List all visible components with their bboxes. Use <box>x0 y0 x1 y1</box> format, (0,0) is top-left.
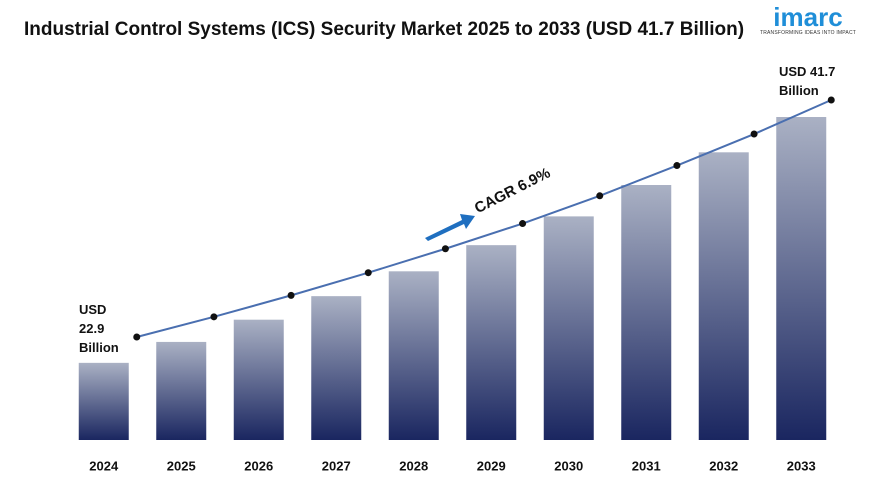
x-tick-label: 2024 <box>89 458 119 473</box>
bar <box>78 362 129 440</box>
bar <box>543 216 594 440</box>
bar <box>311 296 362 440</box>
x-tick-label: 2026 <box>244 458 273 473</box>
logo-tagline: TRANSFORMING IDEAS INTO IMPACT <box>759 30 857 36</box>
start-annotation: USD 22.9 Billion <box>79 302 119 355</box>
trend-point <box>596 192 604 200</box>
trend-point <box>827 96 835 104</box>
x-tick-label: 2027 <box>322 458 351 473</box>
bar <box>776 117 827 440</box>
bar <box>621 185 672 440</box>
trend-line <box>136 99 832 338</box>
trend-point <box>210 313 218 321</box>
trend-point <box>750 130 758 138</box>
trend-point <box>364 269 372 277</box>
cagr-arrow <box>425 214 475 241</box>
x-tick-label: 2029 <box>477 458 506 473</box>
trend-point <box>519 220 527 228</box>
trend-point <box>133 333 141 341</box>
bar <box>466 245 517 440</box>
end-annotation: USD 41.7 Billion <box>779 64 836 98</box>
bar <box>388 271 439 440</box>
cagr-label: CAGR 6.9% <box>472 164 553 217</box>
x-tick-label: 2033 <box>787 458 816 473</box>
bar <box>698 152 749 441</box>
x-tick-label: 2032 <box>709 458 738 473</box>
x-tick-label: 2030 <box>554 458 583 473</box>
chart-title: Industrial Control Systems (ICS) Securit… <box>24 19 745 40</box>
bar <box>233 319 284 440</box>
logo: imarc TRANSFORMING IDEAS INTO IMPACT <box>758 4 858 36</box>
logo-text: imarc <box>773 2 843 32</box>
x-tick-label: 2025 <box>167 458 196 473</box>
x-tick-label: 2028 <box>399 458 428 473</box>
trend-point <box>287 291 295 299</box>
x-tick-label: 2031 <box>632 458 661 473</box>
trend-point <box>673 162 681 170</box>
trend-point <box>441 245 449 253</box>
bar <box>156 341 207 440</box>
